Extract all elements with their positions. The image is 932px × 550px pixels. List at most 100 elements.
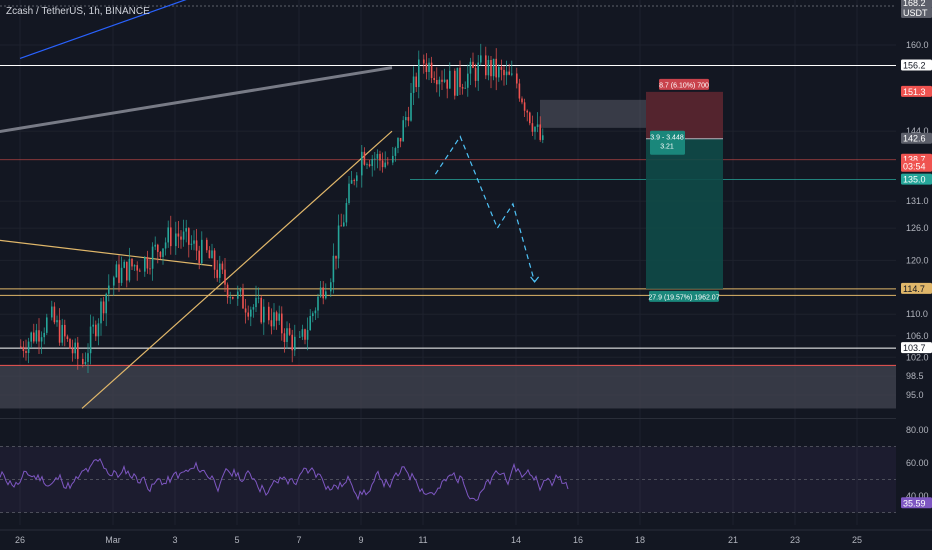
trendline-upper-channel-blue[interactable] <box>19 0 392 60</box>
candle-body <box>340 225 342 227</box>
candle-body <box>407 117 410 121</box>
candle-body <box>423 59 425 64</box>
candle-body <box>268 306 270 321</box>
candle-body <box>392 155 394 163</box>
candle-body <box>361 151 363 176</box>
candle-body <box>428 62 430 72</box>
price-axis[interactable]: 160.0 144.0 131.0 126.0 120.0 110.0 106.0 102.0… <box>896 0 932 550</box>
candle-body <box>319 287 322 297</box>
trendline-rising-support-yellow[interactable] <box>81 130 393 409</box>
price-tag-gray[interactable] <box>901 7 932 18</box>
candle-body <box>521 98 523 103</box>
x-tick-label: 16 <box>573 535 583 545</box>
candle-body <box>330 282 332 292</box>
price-tag-yellow[interactable] <box>901 282 932 294</box>
x-tick-label: 26 <box>15 535 25 545</box>
candle-body <box>30 332 32 342</box>
short-position[interactable]: 8.7 (6.10%) 700 3.9 - 3.448 3.21 27.9 (19.5… <box>540 78 723 302</box>
candle-body <box>108 285 110 294</box>
candle-body <box>526 110 528 113</box>
candle-body <box>131 258 133 267</box>
price-tag-white[interactable] <box>901 59 932 71</box>
candle-body <box>133 265 136 267</box>
price-tag-gray[interactable] <box>901 0 932 8</box>
candle-body <box>288 328 291 335</box>
candle-body <box>89 326 92 354</box>
candle-body <box>332 255 335 283</box>
candle-body <box>144 257 146 272</box>
candle-body <box>275 312 278 321</box>
candle-body <box>441 79 443 82</box>
trendlines <box>0 0 393 409</box>
candle-body <box>211 250 213 259</box>
candle-body <box>399 137 402 142</box>
price-tag-text: 114.7 <box>903 284 925 294</box>
candle-body <box>82 358 84 365</box>
candle-body <box>162 248 164 257</box>
candle-body <box>252 307 255 310</box>
candle-body <box>418 59 420 88</box>
candle-body <box>405 117 407 121</box>
candle-body <box>397 137 399 149</box>
candle-body <box>273 312 275 327</box>
time-axis[interactable]: 26 Mar 3 5 7 9 11 14 16 18 21 23 25 <box>0 529 932 550</box>
candle-body <box>312 313 314 317</box>
candle-body <box>193 240 195 244</box>
price-tag-red[interactable] <box>901 160 932 172</box>
y-tick-label: 126.0 <box>906 223 929 233</box>
candle-body <box>350 180 353 184</box>
price-tag-gray[interactable] <box>901 132 932 144</box>
candle-body <box>175 233 177 247</box>
candle-body <box>474 67 477 81</box>
candle-body <box>286 328 288 342</box>
candle-body <box>74 342 76 354</box>
price-tag-red[interactable] <box>901 85 932 97</box>
y-tick-label: 95.0 <box>906 390 924 400</box>
x-tick-label: Mar <box>105 535 121 545</box>
candle-body <box>281 313 283 334</box>
candle-body <box>226 284 229 298</box>
candle-body <box>301 329 304 337</box>
candle-body <box>498 66 500 78</box>
candle-body <box>306 330 309 340</box>
candle-body <box>43 332 45 338</box>
candle-body <box>542 135 544 140</box>
candle-body <box>263 306 265 323</box>
x-tick-label: 3 <box>172 535 177 545</box>
price-tag-white[interactable] <box>901 342 932 354</box>
target-zone[interactable] <box>646 138 723 289</box>
x-tick-label: 25 <box>852 535 862 545</box>
candle-body <box>410 92 412 121</box>
candle-body <box>345 203 348 223</box>
price-tag-teal[interactable] <box>901 173 932 185</box>
candle-body <box>71 348 74 354</box>
candle-body <box>232 296 234 299</box>
candle-body <box>53 306 56 323</box>
demand-zone <box>0 365 896 409</box>
x-tick-label: 7 <box>296 535 301 545</box>
candle-body <box>159 251 162 257</box>
symbol-title[interactable]: Zcash / TetherUS, 1h, BINANCE <box>6 6 150 17</box>
candle-body <box>84 361 87 365</box>
candle-body <box>353 180 355 182</box>
candle-body <box>136 265 138 271</box>
candle-body <box>77 342 79 359</box>
candle-body <box>436 80 438 85</box>
candle-body <box>33 332 35 342</box>
trendline-rising-resistance-gray[interactable] <box>0 66 393 141</box>
candle-body <box>536 124 539 127</box>
candle-body <box>454 70 456 96</box>
candle-body <box>224 269 226 285</box>
candle-body <box>294 336 296 351</box>
projected-path-line <box>434 135 536 283</box>
trendline-descending-yellow[interactable] <box>0 233 213 267</box>
candle-body <box>366 164 368 166</box>
candle-body <box>531 123 534 132</box>
candle-body <box>534 126 536 132</box>
rsi-value-tag <box>901 497 932 509</box>
price-tag-text: 142.6 <box>903 134 926 144</box>
candle-body <box>149 268 151 270</box>
candle-body <box>278 313 280 321</box>
